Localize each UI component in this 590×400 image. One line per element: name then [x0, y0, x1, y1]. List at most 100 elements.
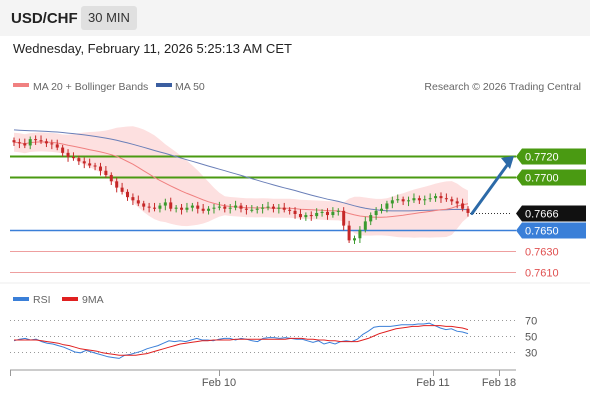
level-label-0.7630: 0.7630	[525, 247, 559, 259]
candle	[407, 196, 411, 207]
candle	[255, 206, 259, 214]
candle	[293, 207, 297, 219]
candle	[380, 203, 384, 214]
candle	[412, 193, 416, 203]
candle	[158, 202, 162, 213]
rsi-ma-line	[14, 325, 469, 356]
level-label-0.7720: 0.7720	[525, 152, 559, 164]
candle	[266, 201, 270, 211]
bollinger-band	[14, 126, 468, 238]
header-bar: USD/CHF 30 MIN	[0, 0, 590, 36]
candle	[120, 182, 124, 195]
candle	[169, 197, 173, 212]
copyright-label: Research © 2026 Trading Central	[424, 81, 581, 93]
candle	[342, 207, 346, 231]
candle	[390, 196, 394, 209]
candle	[185, 202, 189, 213]
candle	[271, 203, 275, 213]
candle	[466, 206, 470, 217]
candle	[207, 206, 211, 215]
candle	[88, 158, 92, 169]
candles-group	[12, 135, 470, 245]
candle	[55, 139, 59, 151]
candle	[298, 209, 302, 220]
candle	[174, 205, 178, 213]
candle	[428, 193, 432, 202]
candle	[142, 200, 146, 211]
level-tag-0.7700	[516, 169, 586, 186]
candle	[126, 189, 129, 201]
timestamp: Wednesday, February 11, 2026 5:25:13 AM …	[13, 41, 292, 56]
candle	[34, 135, 38, 145]
candle	[336, 208, 340, 216]
candle	[82, 157, 86, 169]
candle	[28, 136, 32, 150]
candle	[217, 201, 221, 211]
candle	[282, 202, 286, 213]
candle	[12, 137, 16, 146]
candle	[261, 203, 265, 214]
candle	[180, 203, 184, 215]
candle	[109, 172, 113, 185]
rsi-ma-legend-label: 9MA	[82, 294, 104, 306]
rsi-tick-30: 30	[525, 348, 537, 360]
candle	[136, 195, 140, 207]
interval-button[interactable]: 30 MIN	[81, 6, 137, 30]
rsi-legend-label: RSI	[33, 294, 51, 306]
rsi-tick-50: 50	[525, 332, 537, 344]
ma20-legend-label: MA 20 + Bollinger Bands	[33, 81, 148, 93]
level-tag-0.7720	[516, 148, 586, 165]
level-label-0.7700: 0.7700	[525, 173, 559, 185]
candle	[115, 177, 119, 193]
candle	[288, 207, 292, 215]
candle	[320, 209, 324, 217]
candle	[423, 195, 427, 206]
candle	[396, 194, 400, 203]
candle	[228, 203, 232, 214]
candle	[147, 202, 151, 213]
candle	[23, 138, 27, 149]
candle	[401, 196, 405, 206]
candle	[450, 196, 454, 206]
symbol-label: USD/CHF	[11, 10, 78, 27]
level-label-0.7610: 0.7610	[525, 268, 559, 280]
level-tag-0.7650	[516, 222, 586, 239]
current-price-label: 0.7666	[525, 209, 559, 221]
candle	[315, 208, 319, 219]
candle	[153, 202, 157, 212]
candle	[363, 216, 367, 233]
candle	[66, 149, 70, 162]
candle	[77, 155, 81, 165]
candle	[417, 195, 421, 204]
candle	[50, 139, 54, 150]
candle	[374, 207, 378, 220]
candle	[201, 203, 205, 214]
candle	[277, 203, 281, 214]
candle	[358, 226, 362, 243]
candle	[369, 212, 373, 226]
candle	[331, 207, 335, 218]
x-label-feb-10: Feb 10	[202, 377, 236, 389]
rsi-legend-swatch	[13, 297, 29, 301]
candle	[250, 205, 254, 213]
candle	[455, 197, 459, 209]
candle	[196, 201, 200, 214]
candle	[61, 144, 65, 157]
candle	[93, 162, 97, 171]
candle	[17, 138, 21, 149]
x-label-feb-11: Feb 11	[416, 377, 449, 389]
candle	[304, 212, 308, 221]
candle	[234, 200, 238, 211]
level-label-0.7650: 0.7650	[525, 226, 559, 238]
ma50-line	[13, 129, 469, 212]
rsi-tick-70: 70	[525, 316, 537, 328]
candle	[44, 138, 48, 148]
x-label-feb-18: Feb 18	[482, 377, 516, 389]
candle	[39, 135, 43, 144]
rsi-ma-legend-swatch	[62, 297, 78, 301]
forecast-arrow	[470, 156, 514, 215]
candle	[190, 202, 194, 212]
current-price-tag	[516, 205, 586, 222]
candle	[461, 198, 465, 212]
